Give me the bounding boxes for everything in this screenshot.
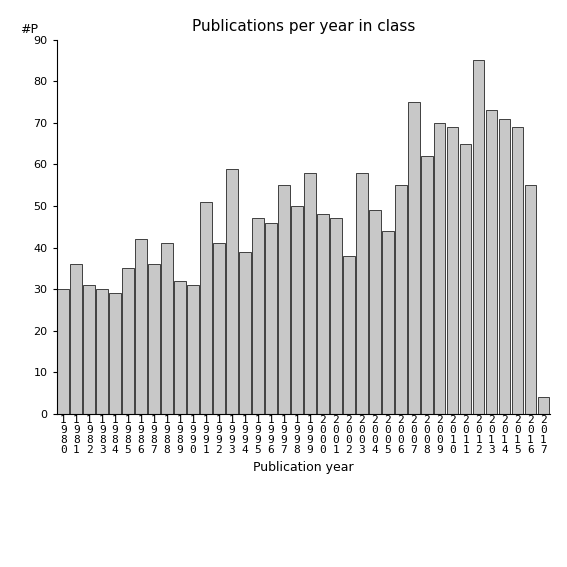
Bar — [122, 268, 134, 414]
Bar — [473, 61, 484, 414]
Bar — [499, 119, 510, 414]
Bar — [317, 214, 329, 414]
Bar — [83, 285, 95, 414]
Bar — [304, 173, 316, 414]
Bar — [265, 223, 277, 414]
Text: #P: #P — [20, 23, 37, 36]
Bar — [291, 206, 303, 414]
Bar — [213, 243, 225, 414]
Bar — [200, 202, 212, 414]
Bar — [109, 293, 121, 414]
Bar — [421, 156, 433, 414]
Bar — [96, 289, 108, 414]
Bar — [511, 127, 523, 414]
Bar — [278, 185, 290, 414]
X-axis label: Publication year: Publication year — [253, 461, 354, 474]
Bar — [538, 397, 549, 414]
Bar — [330, 218, 342, 414]
Bar — [434, 123, 446, 414]
Bar — [148, 264, 160, 414]
Bar — [356, 173, 367, 414]
Bar — [395, 185, 407, 414]
Bar — [57, 289, 69, 414]
Bar — [174, 281, 186, 414]
Title: Publications per year in class: Publications per year in class — [192, 19, 415, 35]
Bar — [408, 102, 420, 414]
Bar — [486, 111, 497, 414]
Bar — [187, 285, 199, 414]
Bar — [524, 185, 536, 414]
Bar — [70, 264, 82, 414]
Bar — [252, 218, 264, 414]
Bar — [343, 256, 354, 414]
Bar — [136, 239, 147, 414]
Bar — [226, 168, 238, 414]
Bar — [239, 252, 251, 414]
Bar — [382, 231, 393, 414]
Bar — [369, 210, 380, 414]
Bar — [447, 127, 459, 414]
Bar — [460, 143, 471, 414]
Bar — [161, 243, 173, 414]
